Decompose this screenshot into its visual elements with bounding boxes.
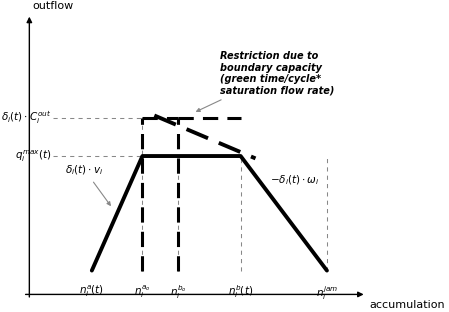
Text: $\delta_i(t) \cdot v_i$: $\delta_i(t) \cdot v_i$ [65,163,103,177]
Text: $n_i^{jam}$: $n_i^{jam}$ [316,284,338,302]
Text: $\delta_i(t) \cdot C_i^{out}$: $\delta_i(t) \cdot C_i^{out}$ [1,110,52,126]
Text: $n_i^{b_o}$: $n_i^{b_o}$ [170,284,186,301]
Text: Restriction due to
boundary capacity
(green time/cycle*
saturation flow rate): Restriction due to boundary capacity (gr… [197,51,334,111]
Text: $n_i^b(t)$: $n_i^b(t)$ [228,284,253,300]
Text: $q_i^{max}(t)$: $q_i^{max}(t)$ [15,148,52,164]
Text: outflow: outflow [33,1,74,11]
Text: $n_i^a(t)$: $n_i^a(t)$ [79,284,104,299]
Text: $n_i^{a_o}$: $n_i^{a_o}$ [134,284,150,300]
Text: accumulation: accumulation [370,300,445,310]
Text: $-\delta_i(t) \cdot \omega_i$: $-\delta_i(t) \cdot \omega_i$ [270,173,320,187]
